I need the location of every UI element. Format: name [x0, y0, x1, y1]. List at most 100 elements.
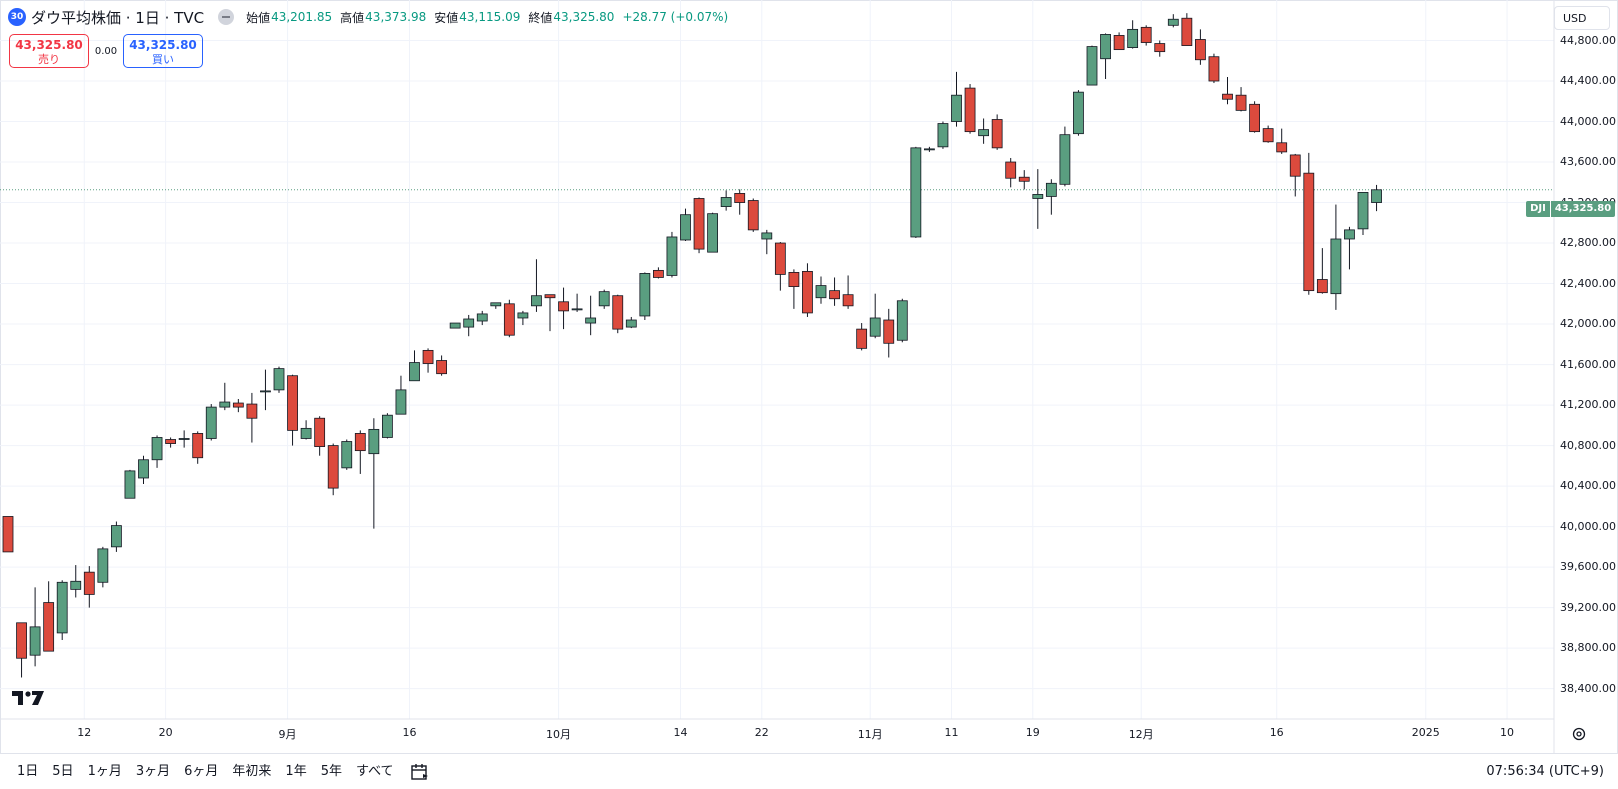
candle[interactable] [381, 413, 393, 439]
candle[interactable] [490, 302, 502, 309]
range-button-8[interactable]: すべて [355, 764, 394, 779]
clock-timezone[interactable]: 07:56:34 (UTC+9) [1486, 764, 1604, 779]
candle[interactable] [192, 431, 204, 464]
candle[interactable] [720, 190, 732, 211]
calendar-goto-icon[interactable] [410, 762, 430, 782]
candle[interactable] [951, 71, 962, 127]
range-button-6[interactable]: 1年 [285, 764, 307, 779]
candle[interactable] [327, 443, 339, 496]
candle[interactable] [544, 294, 556, 332]
candle[interactable] [138, 455, 149, 485]
range-button-5[interactable]: 年初来 [232, 764, 272, 779]
candle[interactable] [463, 314, 475, 337]
candle[interactable] [639, 272, 651, 321]
candle[interactable] [273, 366, 285, 393]
candle[interactable] [1005, 157, 1017, 188]
candle[interactable] [937, 121, 949, 149]
range-button-3[interactable]: 3ヶ月 [135, 764, 171, 779]
candle[interactable] [856, 323, 868, 351]
candle[interactable] [16, 622, 27, 678]
candle[interactable] [666, 231, 678, 278]
candle[interactable] [1235, 87, 1247, 112]
candle[interactable] [1100, 33, 1111, 79]
candle[interactable] [1330, 204, 1342, 310]
candle[interactable] [422, 348, 434, 373]
candle[interactable] [896, 298, 908, 343]
candle[interactable] [910, 146, 922, 238]
candle[interactable] [56, 580, 68, 641]
candle[interactable] [83, 566, 95, 608]
candle[interactable] [287, 374, 298, 446]
candle[interactable] [43, 581, 55, 652]
candle[interactable] [178, 430, 190, 448]
candle[interactable] [1316, 248, 1328, 294]
candle[interactable] [1276, 128, 1288, 154]
candle[interactable] [653, 267, 664, 279]
candle[interactable] [842, 275, 854, 309]
candle[interactable] [70, 565, 82, 598]
candle[interactable] [1344, 226, 1355, 270]
candle[interactable] [124, 469, 136, 499]
candle[interactable] [246, 392, 258, 443]
hide-legend-icon[interactable] [218, 9, 235, 25]
symbol-title[interactable]: ダウ平均株価 · 1日 · TVC [31, 8, 205, 27]
range-button-7[interactable]: 5年 [320, 764, 342, 779]
candle[interactable] [300, 420, 312, 440]
symbol-badge[interactable]: 30 [8, 8, 26, 26]
candle[interactable] [476, 310, 488, 326]
candle[interactable] [1018, 170, 1030, 190]
candle[interactable] [747, 198, 759, 232]
candle[interactable] [1303, 152, 1315, 295]
candle[interactable] [1045, 179, 1057, 215]
candle[interactable] [1059, 126, 1071, 187]
candle[interactable] [1357, 192, 1369, 235]
candle[interactable] [625, 316, 637, 329]
candle[interactable] [924, 146, 935, 152]
range-button-0[interactable]: 1日 [17, 764, 39, 779]
candle[interactable] [395, 375, 407, 415]
candle[interactable] [517, 310, 529, 326]
tradingview-logo-icon[interactable] [12, 691, 44, 705]
candle[interactable] [97, 546, 109, 588]
candle[interactable] [1032, 169, 1044, 229]
candle[interactable] [978, 118, 989, 144]
candle[interactable] [829, 277, 840, 306]
candle[interactable] [1208, 53, 1220, 84]
candle[interactable] [1289, 153, 1301, 197]
candle[interactable] [1140, 25, 1152, 46]
candle[interactable] [1086, 45, 1098, 86]
settings-gear-icon[interactable] [1571, 726, 1587, 742]
buy-button[interactable]: 43,325.80 買い [123, 34, 203, 68]
candle[interactable] [680, 208, 691, 242]
candle[interactable] [964, 84, 976, 134]
candle[interactable] [205, 404, 217, 441]
candle[interactable] [1127, 20, 1139, 49]
candle[interactable] [558, 287, 569, 330]
candle[interactable] [883, 308, 895, 358]
candle[interactable] [1073, 90, 1084, 136]
candle[interactable] [314, 416, 326, 456]
candle[interactable] [761, 229, 773, 255]
candle[interactable] [815, 276, 827, 304]
candle[interactable] [1167, 14, 1179, 28]
candle[interactable] [598, 289, 610, 309]
candle[interactable] [531, 259, 542, 312]
range-button-2[interactable]: 1ヶ月 [87, 764, 122, 779]
sell-button[interactable]: 43,325.80 売り [9, 34, 89, 68]
candle[interactable] [368, 418, 380, 529]
candle[interactable] [1154, 40, 1166, 57]
candle[interactable] [1262, 125, 1274, 143]
candle[interactable] [409, 350, 420, 382]
candle[interactable] [585, 295, 597, 336]
candle[interactable] [449, 322, 461, 329]
candle[interactable] [869, 293, 881, 339]
candle[interactable] [341, 439, 353, 470]
currency-selector[interactable]: USD [1554, 6, 1610, 30]
candle[interactable] [1181, 13, 1193, 46]
candle[interactable] [774, 242, 786, 291]
range-button-1[interactable]: 5日 [52, 764, 74, 779]
candle[interactable] [165, 437, 177, 448]
candle[interactable] [1371, 184, 1382, 212]
candle[interactable] [1249, 101, 1260, 133]
